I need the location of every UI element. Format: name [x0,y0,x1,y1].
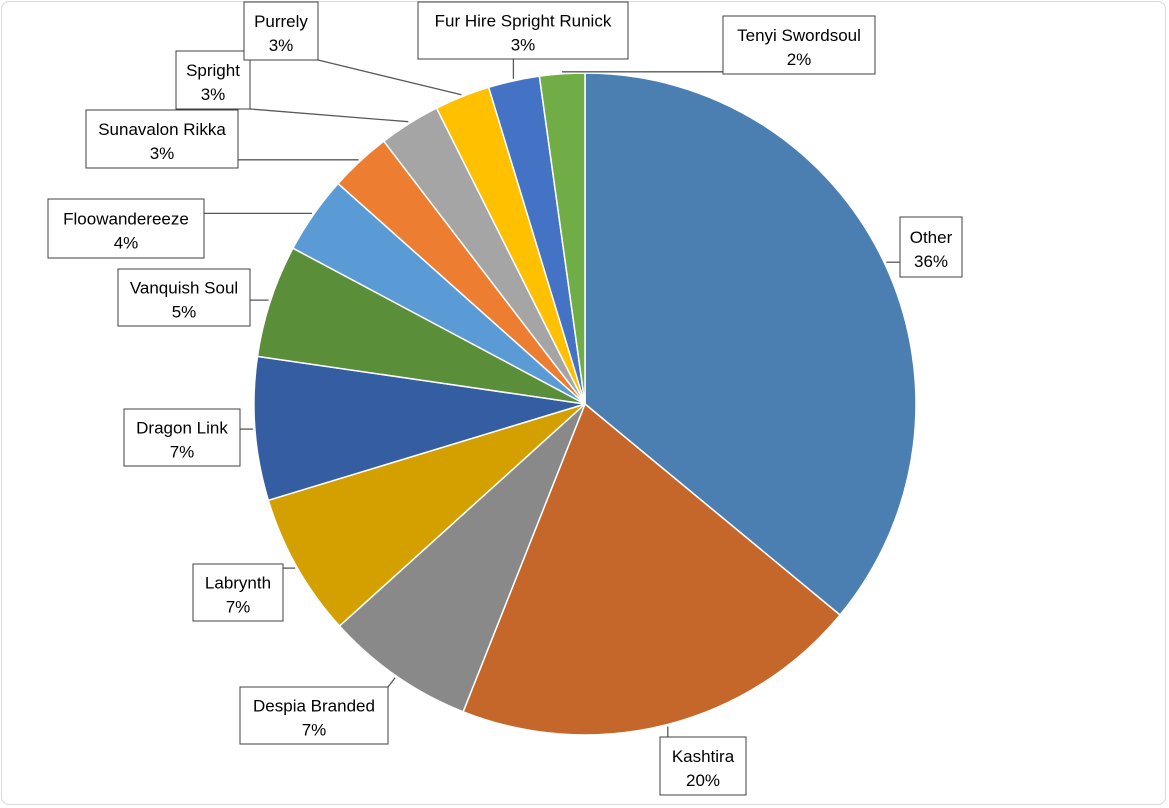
data-label-box [117,268,251,327]
leader-lines [204,59,900,737]
data-label-box [175,50,251,110]
slice-label-percent: 7% [302,721,327,740]
data-label-tenyi-swordsoul: Tenyi Swordsoul 2% [722,15,876,75]
data-label-fur-hire-spright-runick: Fur Hire Spright Runick 3% [417,1,629,60]
slice-label-name: Tenyi Swordsoul [737,26,861,45]
data-label-purrely: Purrely 3% [243,1,319,61]
slice-other [584,72,917,617]
data-label-vanquish-soul: Vanquish Soul 5% [117,268,251,327]
data-label-dragon-link: Dragon Link 7% [123,408,241,467]
slice-despia-branded [338,403,586,713]
data-label-box [243,1,319,61]
slice-labrynth [267,403,586,628]
slice-label-percent: 7% [226,598,251,617]
slice-label-percent: 4% [114,234,139,253]
data-label-box [417,1,629,60]
data-label-labrynth: Labrynth 7% [192,563,284,622]
data-label-box [659,736,747,796]
slice-label-percent: 3% [269,36,294,55]
slice-label-percent: 20% [686,771,720,790]
data-label-other: Other 36% [899,216,963,278]
data-label-box [85,109,239,169]
data-label-kashtira: Kashtira 20% [659,736,747,796]
slice-label-percent: 5% [172,303,197,322]
slice-label-percent: 36% [914,252,948,271]
data-label-box [192,563,284,622]
data-label-box [47,198,205,259]
slice-label-name: Sunavalon Rikka [98,120,226,139]
slice-kashtira [462,402,842,736]
slice-label-percent: 3% [150,144,175,163]
leader-line-despia-branded [387,677,396,688]
data-label-box [239,686,389,745]
slice-label-name: Purrely [254,12,308,31]
data-label-box [123,408,241,467]
slice-label-percent: 3% [201,85,226,104]
slice-label-percent: 3% [511,36,536,55]
slice-label-name: Vanquish Soul [130,279,238,298]
slice-tenyi-swordsoul [538,72,586,405]
slice-label-name: Floowandereeze [63,210,189,229]
slice-label-name: Labrynth [205,574,271,593]
slice-label-name: Despia Branded [253,697,375,716]
slice-label-name: Dragon Link [136,419,228,438]
slice-label-name: Other [910,228,953,247]
slice-label-percent: 2% [787,50,812,69]
data-label-sunavalon-rikka: Sunavalon Rikka 3% [85,109,239,169]
leader-line-spright [249,108,409,123]
data-label-box [722,15,876,75]
data-label-floowandereeze: Floowandereeze 4% [47,198,205,259]
data-label-box [899,216,963,278]
slice-label-name: Spright [186,61,240,80]
slice-label-percent: 7% [170,443,195,462]
slice-label-name: Fur Hire Spright Runick [435,12,612,31]
slice-label-name: Kashtira [672,747,735,766]
data-label-despia-branded: Despia Branded 7% [239,686,389,745]
data-label-spright: Spright 3% [175,50,251,110]
pie-slices [253,72,917,736]
leader-line-purrely [317,59,462,96]
